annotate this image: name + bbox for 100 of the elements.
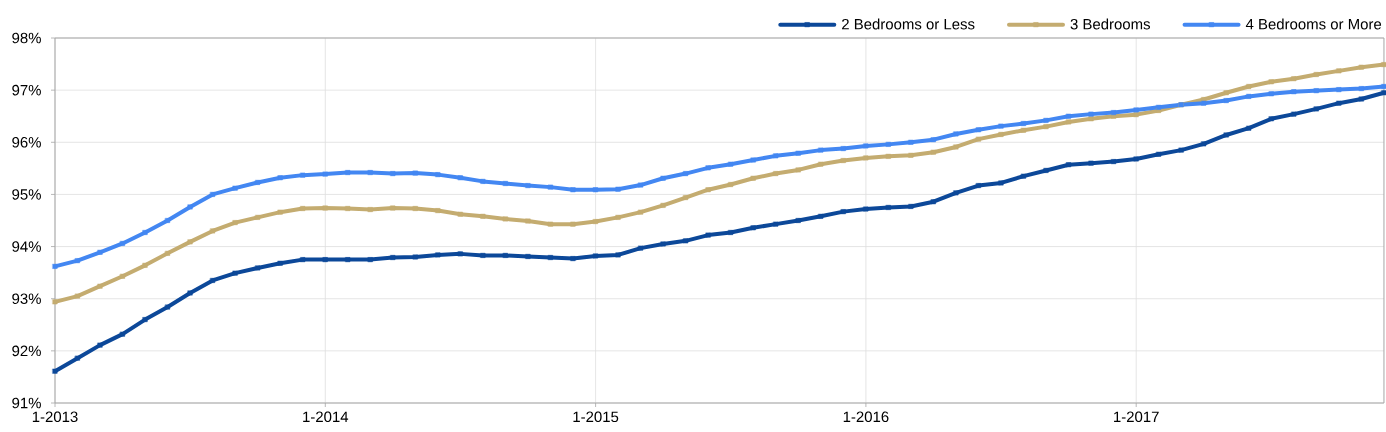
point [367, 207, 373, 212]
point [750, 175, 756, 181]
point [548, 255, 553, 260]
y-tick-label: 94% [12, 241, 41, 252]
point [1043, 167, 1049, 173]
point [503, 252, 508, 258]
point [638, 182, 644, 188]
point [187, 204, 193, 210]
point [1358, 86, 1364, 92]
point [322, 257, 328, 263]
point [435, 208, 441, 214]
y-tick-label: 93% [12, 293, 41, 304]
point [660, 175, 666, 181]
point [1291, 76, 1297, 82]
point [1066, 113, 1072, 119]
point [458, 251, 463, 257]
point [255, 214, 261, 220]
point [232, 220, 238, 226]
point [998, 132, 1004, 137]
point [232, 270, 238, 276]
point [953, 131, 959, 137]
point [976, 136, 981, 142]
point [120, 273, 126, 279]
legend-label: 2 Bedrooms or Less [842, 18, 975, 30]
point [750, 225, 756, 231]
x-tick-label: 1-2014 [303, 411, 349, 423]
point [750, 157, 756, 163]
point [683, 171, 689, 177]
point [390, 171, 396, 177]
point [1381, 90, 1386, 96]
point [52, 299, 58, 305]
point [840, 158, 846, 163]
point [885, 141, 891, 147]
point [1066, 162, 1072, 168]
point [1088, 116, 1094, 122]
x-tick-label: 1-2015 [573, 411, 619, 423]
legend-label: 3 Bedrooms [1070, 18, 1150, 30]
point [480, 213, 486, 219]
point [1111, 159, 1117, 165]
point [300, 257, 306, 263]
point [818, 147, 824, 153]
point [1358, 96, 1364, 102]
point [458, 211, 463, 217]
point [728, 182, 734, 187]
point [345, 206, 351, 211]
point [1178, 147, 1184, 153]
point [976, 127, 981, 133]
point [322, 205, 328, 211]
point [728, 230, 734, 235]
point [210, 278, 216, 283]
point [1156, 151, 1162, 157]
point [570, 256, 576, 262]
point [52, 263, 58, 269]
y-tick-label: 92% [12, 345, 41, 357]
point [863, 143, 869, 149]
point [187, 290, 193, 296]
point [660, 241, 666, 247]
point [210, 191, 216, 197]
point [1201, 100, 1207, 106]
point [570, 221, 576, 227]
point [1358, 64, 1364, 70]
point [165, 218, 171, 223]
point [480, 252, 486, 258]
point [142, 317, 148, 323]
point [1133, 112, 1139, 118]
point [1133, 107, 1139, 113]
point [931, 137, 936, 143]
point [660, 202, 666, 208]
point [818, 213, 824, 219]
point [638, 245, 644, 251]
point [1201, 141, 1207, 147]
x-tick-label: 1-2013 [32, 411, 78, 423]
point [458, 175, 463, 181]
point [300, 206, 306, 211]
point [1223, 132, 1229, 138]
point [480, 178, 486, 184]
point [525, 254, 531, 259]
point [1268, 116, 1274, 122]
point [412, 254, 418, 260]
point [142, 230, 148, 235]
point [1268, 79, 1274, 85]
point [1291, 111, 1297, 117]
point [1223, 90, 1229, 96]
point [908, 152, 914, 158]
point [840, 146, 846, 151]
point [908, 139, 914, 145]
point [322, 171, 328, 177]
x-tick-label: 1-2017 [1114, 411, 1159, 423]
point [1066, 119, 1072, 125]
point [97, 342, 103, 348]
point [232, 185, 238, 191]
point [187, 239, 193, 245]
point [1268, 91, 1274, 97]
point [277, 260, 283, 266]
point [367, 257, 373, 263]
point [593, 219, 599, 224]
point [548, 184, 553, 190]
point [863, 155, 869, 161]
point [773, 221, 779, 227]
point [1111, 113, 1117, 119]
